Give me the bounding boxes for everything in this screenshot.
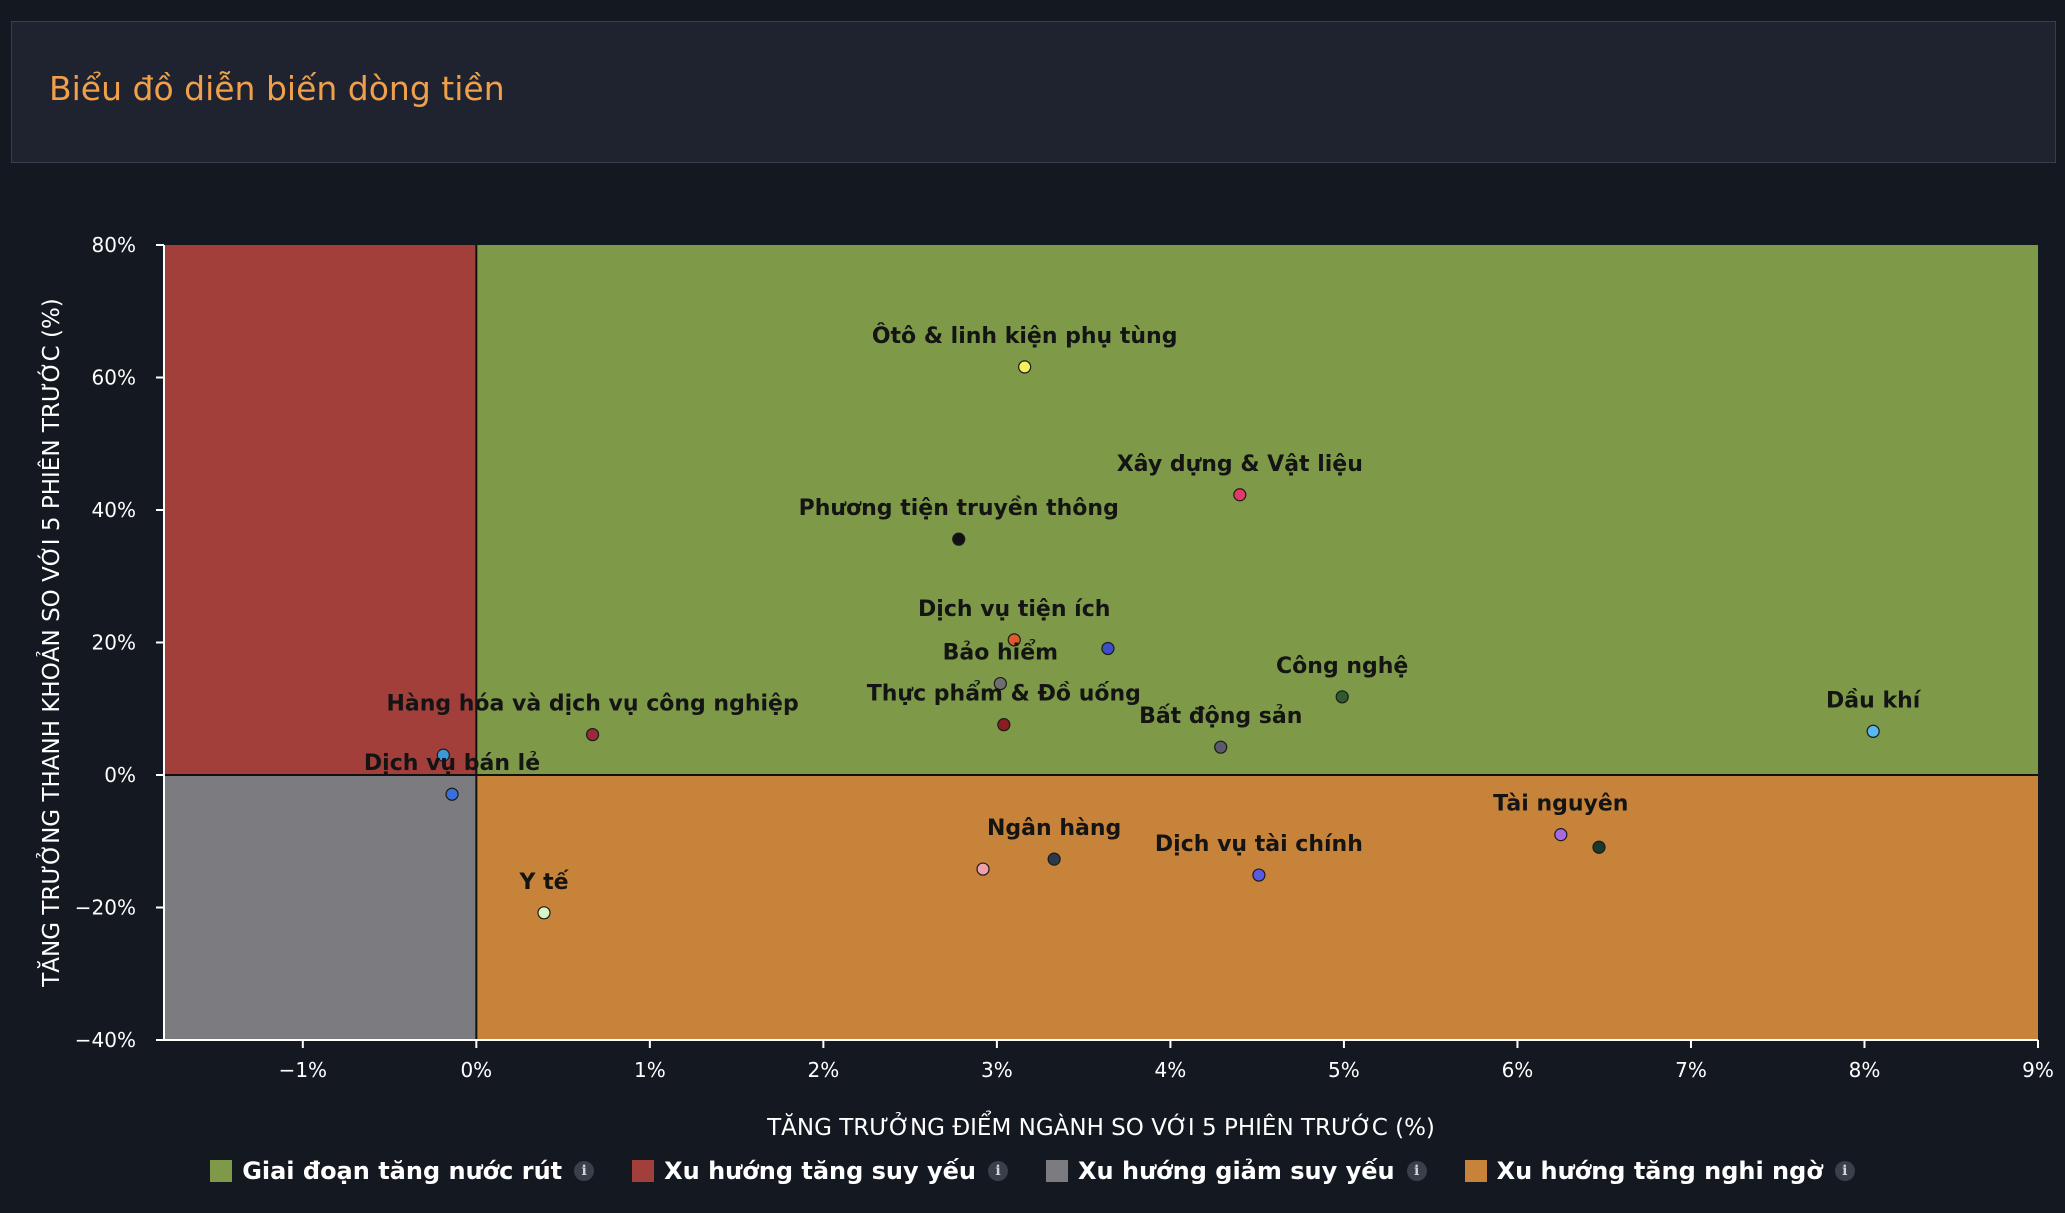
y-tick-label: 60% bbox=[92, 366, 136, 390]
scatter-point[interactable] bbox=[1592, 840, 1606, 854]
scatter-point[interactable] bbox=[1233, 488, 1247, 502]
point-label: Dầu khí bbox=[1826, 688, 1922, 713]
x-tick-label: 8% bbox=[1849, 1058, 1881, 1082]
legend-swatch bbox=[632, 1160, 655, 1182]
cashflow-scatter-chart: −1% 0% 1% 2% 3% 4% 5% 6% 7% 8% 9% 80% 60% 40% 20% 0% −20… bbox=[36, 233, 2054, 1141]
quadrant-backgrounds bbox=[164, 245, 2038, 1040]
point-label: Phương tiện truyền thông bbox=[799, 496, 1119, 521]
legend-label: Xu hướng giảm suy yếu bbox=[1078, 1157, 1395, 1185]
legend-item-weakening-downtrend[interactable]: Xu hướng giảm suy yếu i bbox=[1046, 1157, 1427, 1185]
info-icon[interactable]: i bbox=[574, 1161, 595, 1181]
point-label: Ngân hàng bbox=[987, 816, 1121, 841]
legend-swatch bbox=[1464, 1160, 1487, 1182]
y-tick-label: −40% bbox=[75, 1028, 136, 1052]
y-tick-label: 40% bbox=[92, 498, 136, 522]
scatter-point[interactable] bbox=[1554, 828, 1568, 842]
info-icon[interactable]: i bbox=[1406, 1161, 1427, 1181]
legend-label: Giai đoạn tăng nước rút bbox=[242, 1157, 563, 1185]
scatter-point[interactable] bbox=[976, 862, 990, 876]
y-axis-title: TĂNG TRƯỞNG THANH KHOẢN SO VỚI 5 PHIÊN T… bbox=[36, 298, 65, 988]
chart-header-panel: Biểu đồ diễn biến dòng tiền bbox=[11, 21, 2056, 163]
y-tick-label: 20% bbox=[92, 631, 136, 655]
quadrant-3 bbox=[164, 775, 477, 1040]
point-label: Dịch vụ tiện ích bbox=[918, 597, 1110, 622]
point-label: Hàng hóa và dịch vụ công nghiệp bbox=[386, 692, 798, 717]
x-tick-label: 4% bbox=[1155, 1058, 1187, 1082]
point-label: Y tế bbox=[518, 870, 569, 895]
scatter-point[interactable] bbox=[445, 787, 459, 801]
legend-swatch bbox=[1046, 1160, 1069, 1182]
chart-axes: −1% 0% 1% 2% 3% 4% 5% 6% 7% 8% 9% 80% 60% 40% 20% 0% −20… bbox=[75, 233, 2054, 1082]
scatter-point[interactable] bbox=[585, 727, 600, 742]
quadrant-4 bbox=[476, 775, 2038, 1040]
point-label: Ôtô & linh kiện phụ tùng bbox=[872, 323, 1178, 349]
x-tick-label: 1% bbox=[634, 1058, 666, 1082]
point-label: Xây dựng & Vật liệu bbox=[1117, 452, 1363, 477]
scatter-point[interactable] bbox=[993, 676, 1007, 691]
x-tick-label: 9% bbox=[2022, 1058, 2054, 1082]
point-label: Dịch vụ tài chính bbox=[1155, 832, 1363, 857]
x-tick-label: 3% bbox=[981, 1058, 1013, 1082]
x-tick-label: 7% bbox=[1675, 1058, 1707, 1082]
scatter-point[interactable] bbox=[1007, 633, 1021, 647]
x-axis-title: TĂNG TRƯỞNG ĐIỂM NGÀNH SO VỚI 5 PHIÊN TR… bbox=[766, 1111, 1435, 1141]
legend-item-sprint-phase[interactable]: Giai đoạn tăng nước rút i bbox=[210, 1157, 595, 1185]
page-title: Biểu đồ diễn biến dòng tiền bbox=[49, 69, 505, 108]
scatter-point[interactable] bbox=[1214, 740, 1228, 754]
point-label: Công nghệ bbox=[1276, 654, 1408, 679]
scatter-point[interactable] bbox=[997, 718, 1011, 732]
info-icon[interactable]: i bbox=[1834, 1161, 1855, 1181]
quadrant-1 bbox=[476, 245, 2038, 775]
y-tick-label: −20% bbox=[75, 896, 136, 920]
scatter-point[interactable] bbox=[537, 906, 551, 920]
point-label: Thực phẩm & Đồ uống bbox=[867, 681, 1141, 707]
legend-swatch bbox=[210, 1160, 233, 1182]
quadrant-2 bbox=[164, 245, 477, 775]
x-tick-label: 0% bbox=[460, 1058, 492, 1082]
scatter-point[interactable] bbox=[1335, 690, 1349, 704]
point-label: Bất động sản bbox=[1139, 704, 1302, 729]
scatter-point[interactable] bbox=[436, 748, 450, 762]
scatter-point[interactable] bbox=[1252, 868, 1266, 882]
point-label: Dịch vụ bán lẻ bbox=[364, 751, 540, 776]
y-tick-label: 80% bbox=[92, 233, 136, 257]
x-tick-label: 6% bbox=[1502, 1058, 1534, 1082]
scatter-point[interactable] bbox=[952, 532, 966, 546]
point-label: Tài nguyên bbox=[1493, 792, 1628, 817]
legend-label: Xu hướng tăng suy yếu bbox=[664, 1157, 977, 1185]
legend-label: Xu hướng tăng nghi ngờ bbox=[1496, 1157, 1823, 1185]
x-tick-label: 2% bbox=[808, 1058, 840, 1082]
info-icon[interactable]: i bbox=[988, 1161, 1009, 1181]
point-label: Bảo hiểm bbox=[943, 640, 1058, 666]
y-tick-label: 0% bbox=[104, 763, 136, 787]
x-tick-label: 5% bbox=[1328, 1058, 1360, 1082]
x-tick-label: −1% bbox=[279, 1058, 328, 1082]
chart-legend: Giai đoạn tăng nước rút i Xu hướng tăng … bbox=[0, 1157, 2065, 1185]
scatter-point[interactable] bbox=[1047, 852, 1061, 866]
scatter-point[interactable] bbox=[1018, 360, 1032, 374]
legend-item-doubtful-uptrend[interactable]: Xu hướng tăng nghi ngờ i bbox=[1464, 1157, 1855, 1185]
scatter-points: Ôtô & linh kiện phụ tùng Xây dựng & Vật l… bbox=[364, 323, 1922, 920]
legend-item-weakening-uptrend[interactable]: Xu hướng tăng suy yếu i bbox=[632, 1157, 1009, 1185]
scatter-point[interactable] bbox=[1101, 641, 1115, 656]
scatter-point[interactable] bbox=[1866, 724, 1880, 738]
